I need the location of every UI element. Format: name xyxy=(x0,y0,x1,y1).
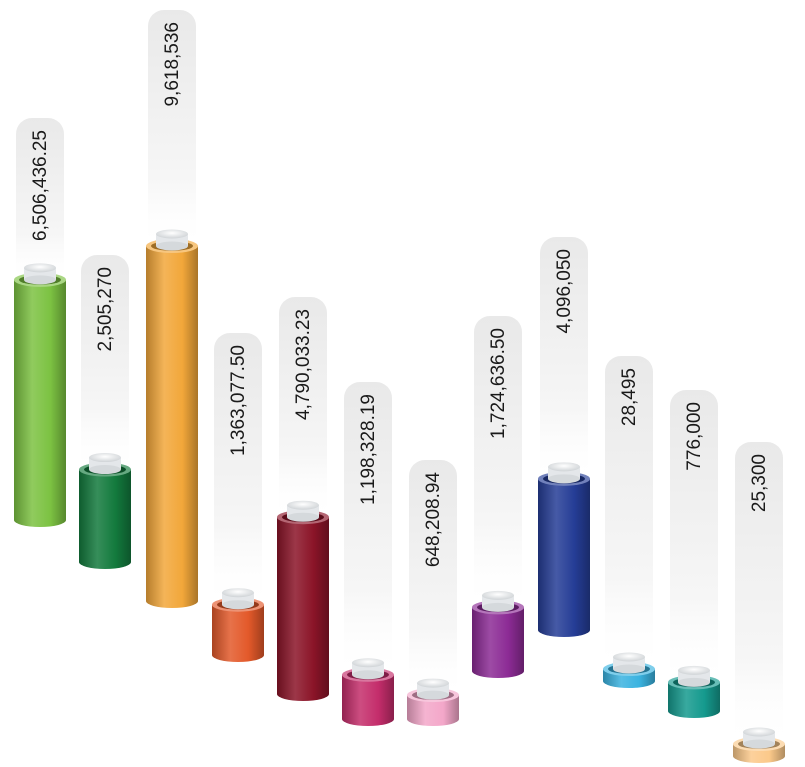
value-tube xyxy=(605,356,653,673)
bar-cap-base xyxy=(352,670,384,680)
bar-column: 6,506,436.25 xyxy=(14,118,66,527)
bar-column: 1,198,328.19 xyxy=(342,382,394,726)
bar-cap-top xyxy=(678,665,710,675)
bar-column: 4,096,050 xyxy=(538,237,590,637)
bar-cap-top xyxy=(24,263,56,273)
bar-cap-top xyxy=(222,588,254,598)
bar-cap-base xyxy=(743,739,775,749)
value-tube xyxy=(540,237,588,483)
bar xyxy=(538,478,590,637)
bar xyxy=(342,674,394,726)
data-label: 1,198,328.19 xyxy=(358,394,379,505)
bar-cap-top xyxy=(482,590,514,600)
bar-cap-top xyxy=(156,229,188,239)
bar-cap-base xyxy=(417,690,449,700)
bar-cap-top xyxy=(548,462,580,472)
bar-cap-top xyxy=(89,453,121,463)
data-label: 1,363,077.50 xyxy=(228,345,249,456)
value-tube xyxy=(474,316,522,612)
data-label: 6,506,436.25 xyxy=(30,130,51,241)
value-tube xyxy=(735,442,783,748)
data-label: 648,208.94 xyxy=(423,472,444,568)
data-label: 4,096,050 xyxy=(554,249,575,334)
bar-cap-top xyxy=(352,658,384,668)
bar-cap-top xyxy=(417,678,449,688)
bar-column: 776,000 xyxy=(668,390,720,718)
bar-cap-base xyxy=(287,512,319,522)
data-label: 776,000 xyxy=(684,402,705,471)
value-tube xyxy=(81,255,129,474)
bar-cap-base xyxy=(222,600,254,610)
bar-column: 25,300 xyxy=(733,442,785,763)
bar-column: 4,790,033.23 xyxy=(277,297,329,701)
bar xyxy=(668,682,720,718)
bar-cap-top xyxy=(613,652,645,662)
value-tube xyxy=(16,118,64,284)
bar xyxy=(407,695,459,726)
value-tube xyxy=(344,382,392,679)
bar xyxy=(14,279,66,527)
bar-cap-top xyxy=(743,727,775,737)
value-tube xyxy=(409,460,457,700)
bar-cap-base xyxy=(678,677,710,687)
data-label: 4,790,033.23 xyxy=(293,309,314,420)
bar-cap-base xyxy=(548,474,580,484)
value-tube xyxy=(670,390,718,687)
bar xyxy=(472,607,524,678)
data-label: 9,618,536 xyxy=(162,22,183,107)
value-tube xyxy=(214,333,262,609)
data-label: 25,300 xyxy=(749,454,770,512)
bar xyxy=(277,517,329,701)
bar-cap-base xyxy=(613,664,645,674)
bar xyxy=(146,246,198,608)
data-label: 2,505,270 xyxy=(95,267,116,352)
bar xyxy=(79,469,131,569)
bar-column: 2,505,270 xyxy=(79,255,131,569)
bar xyxy=(212,604,264,662)
bar-column: 28,495 xyxy=(603,356,655,688)
bar-cap-top xyxy=(287,500,319,510)
bar-cap-base xyxy=(482,602,514,612)
bar-cap-base xyxy=(24,275,56,285)
bar-column: 9,618,536 xyxy=(146,10,198,608)
bar-column: 1,724,636.50 xyxy=(472,316,524,678)
value-tube xyxy=(148,10,196,250)
bar-cap-base xyxy=(89,465,121,475)
bars-group: 6,506,436.25 2,505,270 9,618,536 1,363,077.… xyxy=(14,10,785,763)
data-label: 1,724,636.50 xyxy=(488,328,509,439)
bar-column: 648,208.94 xyxy=(407,460,459,726)
bar-cap-base xyxy=(156,241,188,251)
data-label: 28,495 xyxy=(619,368,640,426)
bar-column: 1,363,077.50 xyxy=(212,333,264,662)
value-tube xyxy=(279,297,327,522)
